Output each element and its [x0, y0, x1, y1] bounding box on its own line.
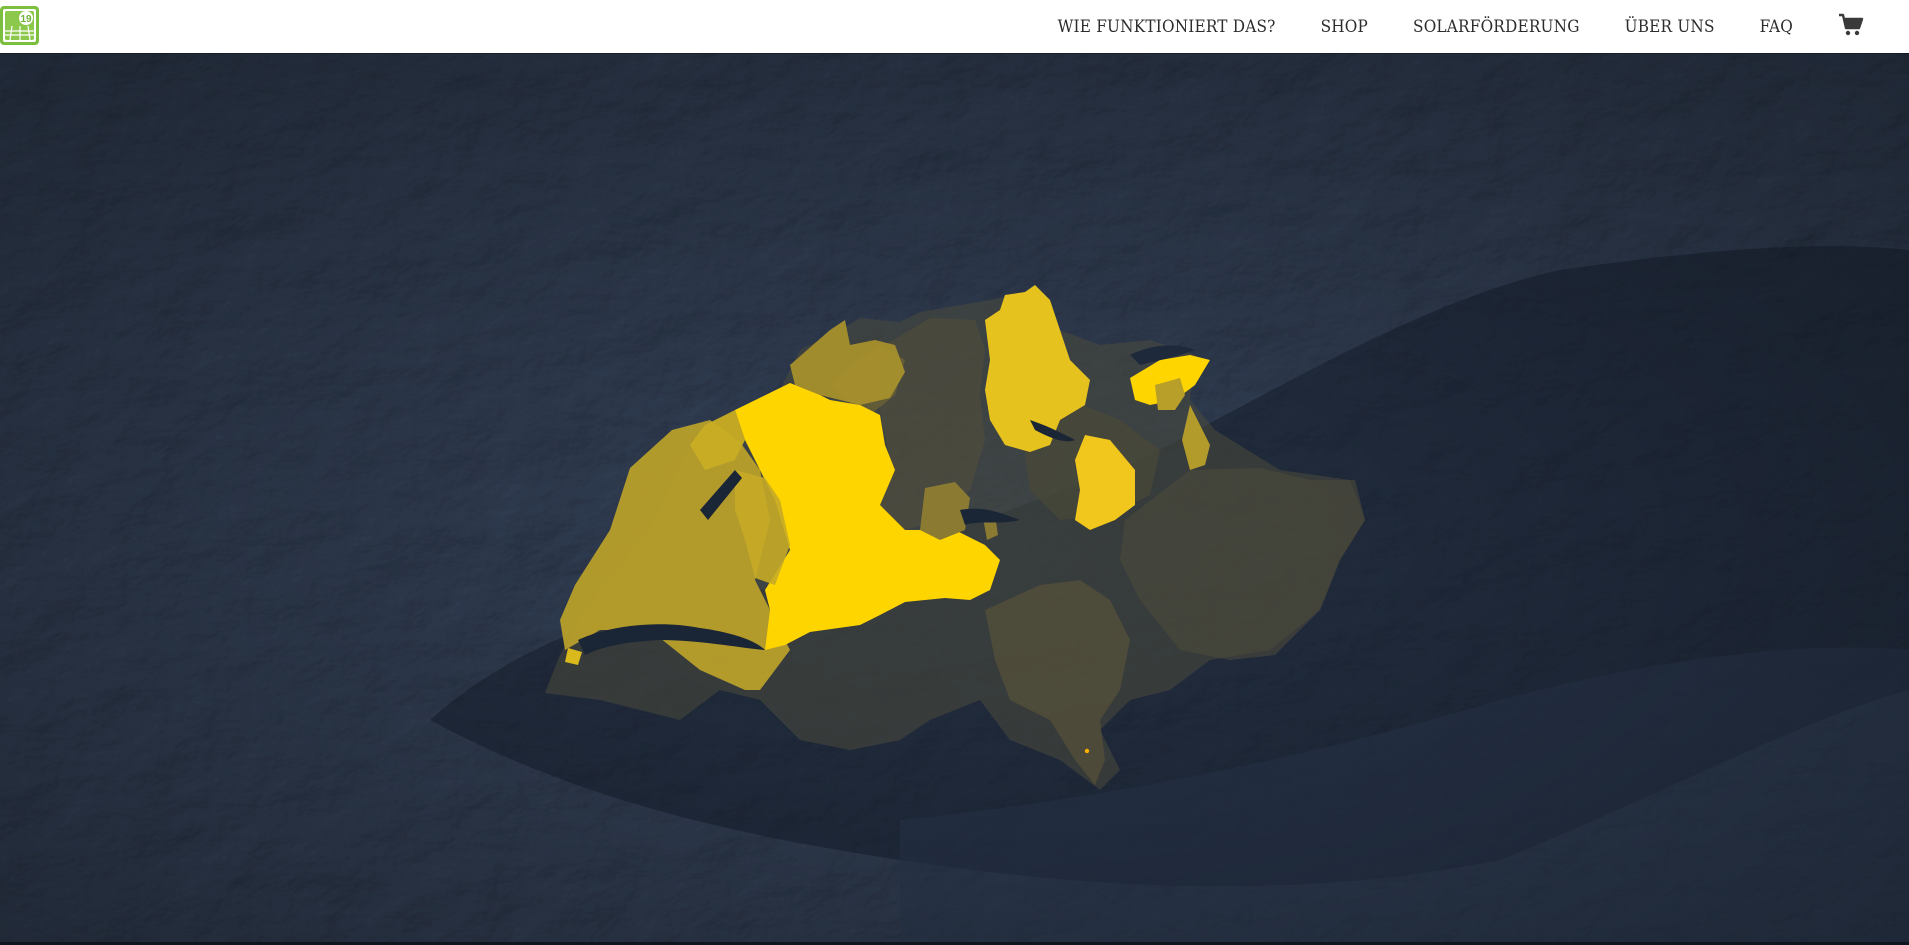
cart-button[interactable]: [1838, 13, 1864, 37]
canton-zurich[interactable]: [985, 285, 1090, 452]
map-bottom-edge: [0, 942, 1909, 945]
canton-graubuenden[interactable]: [1120, 468, 1365, 660]
canton-obwalden[interactable]: [920, 482, 970, 540]
lake-lucerne: [960, 508, 1020, 525]
canton-fribourg[interactable]: [735, 470, 790, 585]
canton-basel-land[interactable]: [790, 320, 905, 405]
canton-aargau[interactable]: [880, 318, 985, 530]
switzerland-canton-map[interactable]: [0, 53, 1909, 945]
canton-luzern[interactable]: [1075, 435, 1135, 530]
top-navigation-bar: 19 WIE FUNKTIONIERT DAS? SHOP SOLARFÖRDE…: [0, 0, 1909, 53]
nav-item-faq[interactable]: FAQ: [1759, 16, 1793, 37]
canton-appenzell[interactable]: [1155, 378, 1185, 410]
nav-item-solar-subsidy[interactable]: SOLARFÖRDERUNG: [1413, 16, 1580, 37]
canton-geneva[interactable]: [565, 648, 582, 665]
map-marker-dot[interactable]: [1084, 748, 1090, 754]
nav-item-shop[interactable]: SHOP: [1320, 16, 1369, 37]
lake-neuchatel: [700, 470, 742, 520]
shopping-cart-icon: [1839, 13, 1864, 35]
lake-geneva: [578, 624, 765, 655]
main-nav: WIE FUNKTIONIERT DAS? SHOP SOLARFÖRDERUN…: [1058, 0, 1909, 53]
map-svg: [0, 53, 1909, 945]
nav-item-how-it-works[interactable]: WIE FUNKTIONIERT DAS?: [1057, 16, 1276, 37]
logo-link[interactable]: 19: [0, 4, 40, 48]
canton-st-gallen[interactable]: [1182, 405, 1210, 470]
solar-panel-logo-icon: 19: [0, 6, 39, 45]
canton-ticino[interactable]: [985, 580, 1130, 785]
nav-item-about-us[interactable]: ÜBER UNS: [1624, 16, 1715, 37]
canton-thurgau[interactable]: [1130, 355, 1210, 405]
canton-bern[interactable]: [735, 383, 1000, 650]
canton-neuchatel[interactable]: [690, 410, 745, 470]
svg-text:19: 19: [20, 14, 32, 25]
lake-zurich: [1030, 420, 1075, 442]
lake-constance: [1130, 345, 1195, 365]
